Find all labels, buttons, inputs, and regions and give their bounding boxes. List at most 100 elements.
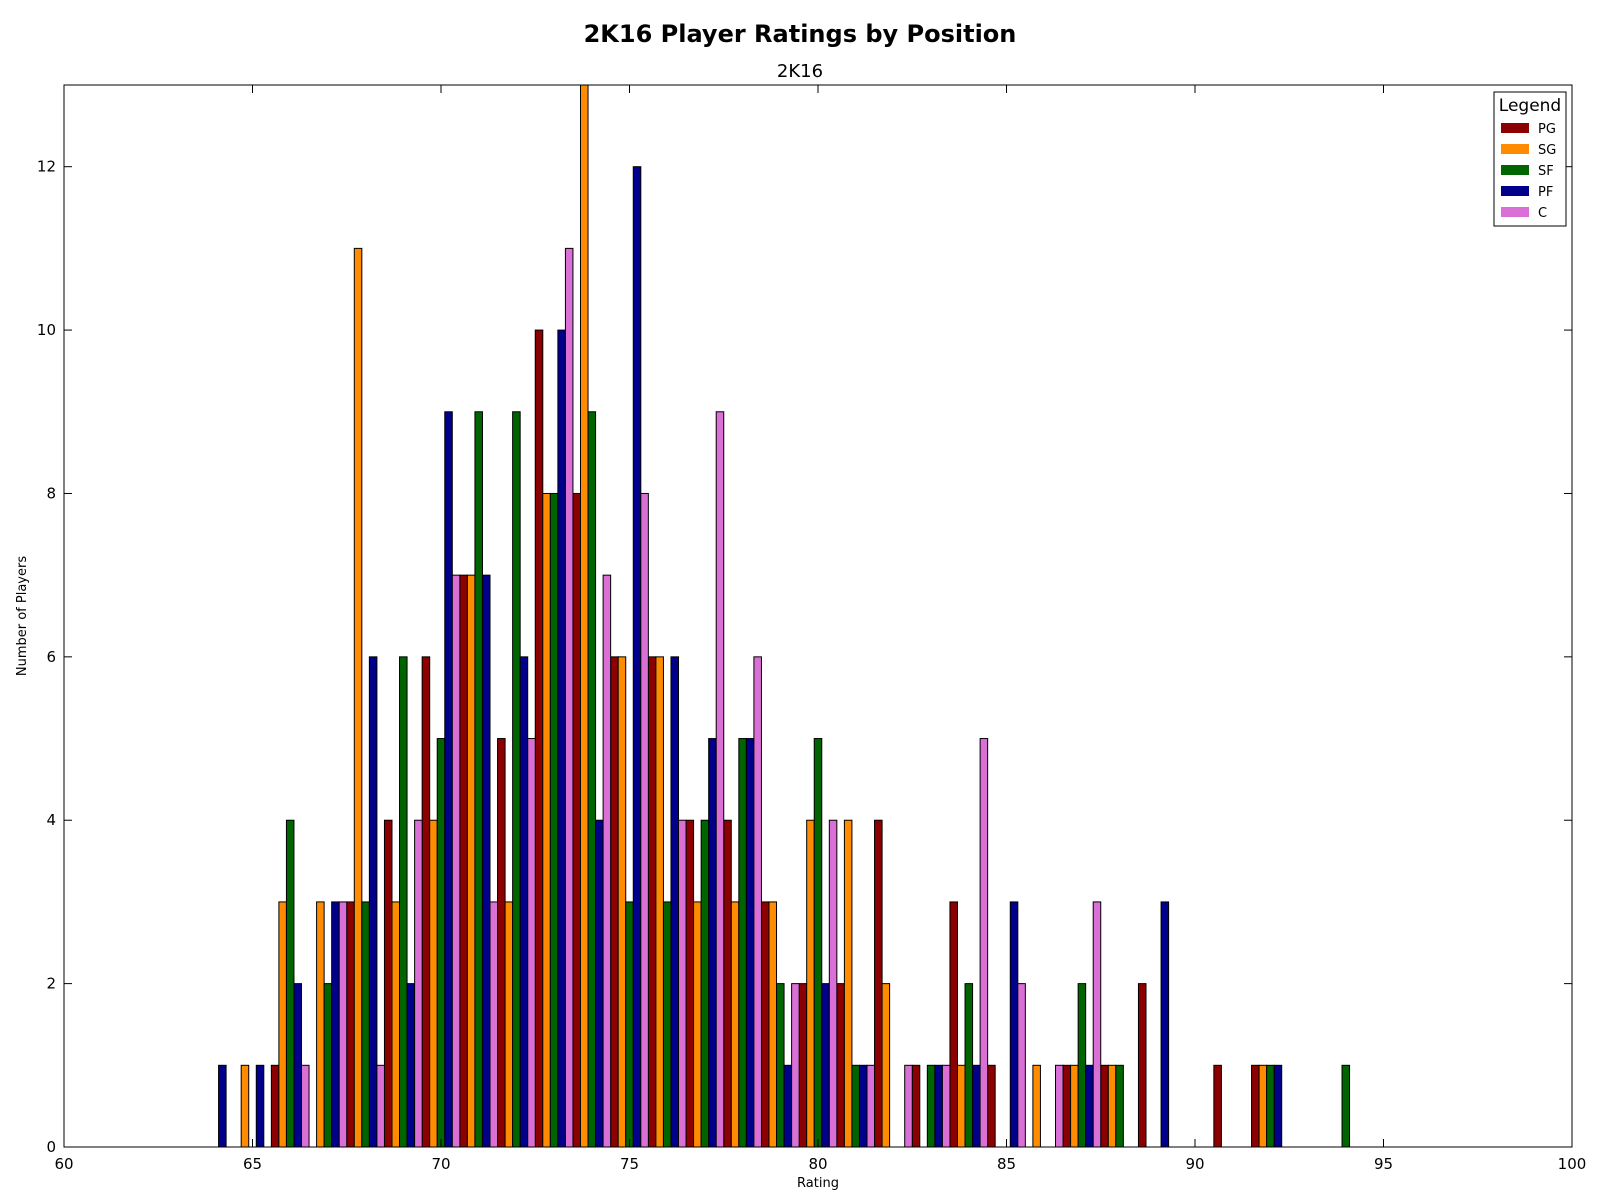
x-tick-label: 85 bbox=[997, 1155, 1016, 1173]
bar-pf-1 bbox=[255, 1064, 265, 1148]
bar-pf-15 bbox=[783, 1064, 793, 1148]
bar-pg-21 bbox=[987, 1064, 996, 1148]
bar-sg-5 bbox=[391, 901, 401, 1148]
legend-label-pg: PG bbox=[1538, 122, 1556, 137]
bar-pf-5 bbox=[406, 983, 416, 1148]
y-tick-label: 12 bbox=[37, 158, 56, 176]
bar-pf-17 bbox=[858, 1064, 868, 1148]
bar-pg-18 bbox=[874, 819, 883, 1148]
bar-pf-10 bbox=[595, 819, 604, 1148]
bar-sg-23 bbox=[1070, 1064, 1079, 1148]
bar-pg-17 bbox=[836, 983, 845, 1148]
bar-pf-20 bbox=[972, 1064, 981, 1148]
plot-frame bbox=[63, 84, 1573, 1148]
bar-c-4 bbox=[376, 1064, 385, 1148]
bar-pf-21 bbox=[1009, 901, 1019, 1148]
y-tick-label: 8 bbox=[46, 484, 56, 502]
bar-c-13 bbox=[715, 411, 725, 1148]
bar-c-9 bbox=[564, 247, 574, 1148]
bar-c-18 bbox=[904, 1064, 913, 1148]
bar-sf-15 bbox=[776, 983, 785, 1148]
x-tick-label: 75 bbox=[620, 1155, 639, 1173]
bar-pf-23 bbox=[1085, 1064, 1094, 1148]
bar-pg-6 bbox=[421, 656, 431, 1148]
bar-sg-24 bbox=[1107, 1064, 1117, 1148]
bar-pg-5 bbox=[383, 819, 393, 1148]
x-tick-label: 60 bbox=[54, 1155, 73, 1173]
bar-c-3 bbox=[338, 901, 348, 1148]
bar-sg-1 bbox=[240, 1064, 250, 1148]
bar-pg-23 bbox=[1062, 1064, 1072, 1148]
bar-sg-12 bbox=[655, 656, 664, 1148]
bar-pg-4 bbox=[346, 901, 355, 1148]
bar-pf-19 bbox=[934, 1064, 943, 1148]
bar-c-21 bbox=[1017, 983, 1026, 1148]
bar-pf-3 bbox=[331, 901, 340, 1148]
bar-c-22 bbox=[1055, 1064, 1064, 1148]
bar-sf-11 bbox=[625, 901, 634, 1148]
bar-pg-19 bbox=[911, 1064, 921, 1148]
bar-c-17 bbox=[866, 1064, 876, 1148]
legend-swatch-pg bbox=[1501, 123, 1529, 133]
x-axis-label: Rating bbox=[797, 1176, 839, 1191]
bar-pg-27 bbox=[1213, 1064, 1222, 1148]
bar-pf-13 bbox=[708, 738, 717, 1148]
bar-pf-7 bbox=[481, 574, 491, 1148]
legend: Legend PG SG SF PF C bbox=[1493, 91, 1567, 227]
bar-pf-0 bbox=[218, 1064, 227, 1148]
bar-sf-4 bbox=[361, 901, 370, 1148]
bar-pf-8 bbox=[519, 656, 529, 1148]
bar-c-5 bbox=[414, 819, 423, 1148]
bar-sf-30 bbox=[1341, 1064, 1351, 1148]
bar-pg-9 bbox=[534, 329, 544, 1148]
bar-sg-10 bbox=[579, 84, 589, 1148]
legend-label-sf: SF bbox=[1538, 164, 1554, 179]
bar-sf-14 bbox=[738, 738, 747, 1148]
bar-pf-2 bbox=[293, 983, 303, 1148]
bar-pg-15 bbox=[760, 901, 770, 1148]
bar-c-14 bbox=[753, 656, 762, 1148]
bar-sf-17 bbox=[851, 1064, 860, 1148]
y-axis-ticks: 0 2 4 6 8 10 12 bbox=[37, 158, 1572, 1156]
bar-pg-25 bbox=[1137, 983, 1147, 1148]
bar-c-20 bbox=[979, 738, 989, 1148]
bar-sg-2 bbox=[278, 901, 287, 1148]
bar-sg-3 bbox=[316, 901, 325, 1148]
bar-sf-9 bbox=[549, 492, 559, 1148]
bar-sg-17 bbox=[843, 819, 853, 1148]
bar-sg-8 bbox=[504, 901, 514, 1148]
bar-pg-7 bbox=[459, 574, 468, 1148]
bar-c-16 bbox=[828, 819, 838, 1148]
bar-sf-13 bbox=[700, 819, 710, 1148]
bar-sf-10 bbox=[587, 411, 597, 1148]
bar-sf-12 bbox=[662, 901, 672, 1148]
x-axis-ticks: 60 65 70 75 80 85 90 95 100 bbox=[54, 85, 1586, 1173]
bar-pf-12 bbox=[670, 656, 680, 1148]
bar-sg-22 bbox=[1032, 1064, 1041, 1148]
bar-pf-9 bbox=[557, 329, 566, 1148]
legend-label-c: C bbox=[1538, 206, 1547, 221]
bar-c-7 bbox=[489, 901, 499, 1148]
bar-sf-5 bbox=[399, 656, 408, 1148]
bar-pf-11 bbox=[632, 166, 642, 1148]
bar-pg-12 bbox=[647, 656, 657, 1148]
x-tick-label: 65 bbox=[243, 1155, 262, 1173]
legend-swatch-sf bbox=[1501, 165, 1529, 175]
bar-c-6 bbox=[451, 574, 461, 1148]
bar-c-12 bbox=[678, 819, 687, 1148]
bar-pf-28 bbox=[1273, 1064, 1283, 1148]
bar-pg-10 bbox=[572, 492, 581, 1148]
bar-sg-11 bbox=[617, 656, 627, 1148]
y-tick-label: 6 bbox=[46, 648, 56, 666]
bar-pg-24 bbox=[1100, 1064, 1109, 1148]
bar-c-15 bbox=[791, 983, 800, 1148]
bar-sg-14 bbox=[730, 901, 740, 1148]
bar-c-2 bbox=[301, 1064, 310, 1148]
bar-pf-25 bbox=[1160, 901, 1170, 1148]
bar-pg-14 bbox=[723, 819, 732, 1148]
bar-sf-24 bbox=[1115, 1064, 1124, 1148]
bar-sg-9 bbox=[542, 492, 551, 1148]
bar-sg-4 bbox=[353, 247, 363, 1148]
bar-sg-13 bbox=[693, 901, 702, 1148]
